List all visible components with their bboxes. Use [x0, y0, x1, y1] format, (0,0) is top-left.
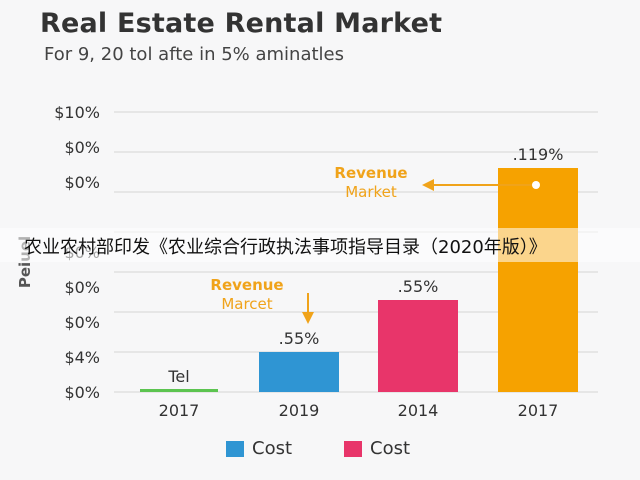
annotation-subtitle: Marcet — [221, 295, 272, 313]
x-tick-label: 2014 — [398, 401, 439, 420]
bar — [259, 352, 339, 392]
annotation-dot — [532, 181, 540, 189]
legend-label: Cost — [370, 438, 411, 459]
annotation-title: Revenue — [334, 164, 407, 182]
bar — [498, 168, 578, 392]
overlay-caption: 农业农村部印发《农业综合行政执法事项指导目录（2020年版）》 — [24, 237, 547, 258]
y-tick-label: $0% — [64, 313, 100, 332]
legend-swatch-blue — [226, 440, 244, 457]
annotation-subtitle: Market — [345, 183, 397, 201]
bar — [378, 300, 458, 392]
bar-data-label: .119% — [513, 145, 564, 164]
legend-item-cost-pink: Cost — [344, 438, 410, 459]
bar — [140, 389, 218, 392]
bar-data-label: .55% — [279, 329, 320, 348]
y-tick-label: $10% — [54, 103, 100, 122]
x-tick-label: 2019 — [279, 401, 320, 420]
x-tick-label: 2017 — [159, 401, 200, 420]
y-tick-label: $0% — [64, 278, 100, 297]
chart-subtitle: For 9, 20 tol afte in 5% aminatles — [44, 44, 344, 65]
y-tick-label: $0% — [64, 173, 100, 192]
legend-item-cost-blue: Cost — [226, 438, 292, 459]
bar-data-label: Tel — [167, 367, 189, 386]
legend-label: Cost — [252, 438, 293, 459]
bar-data-label: .55% — [398, 277, 439, 296]
chart-title: Real Estate Rental Market — [40, 8, 443, 39]
overlay-banner — [0, 228, 640, 262]
y-tick-label: $4% — [64, 348, 100, 367]
annotation-title: Revenue — [210, 276, 283, 294]
x-tick-label: 2017 — [518, 401, 559, 420]
legend-swatch-pink — [344, 440, 362, 457]
y-tick-label: $0% — [64, 138, 100, 157]
y-tick-label: $0% — [64, 383, 100, 402]
